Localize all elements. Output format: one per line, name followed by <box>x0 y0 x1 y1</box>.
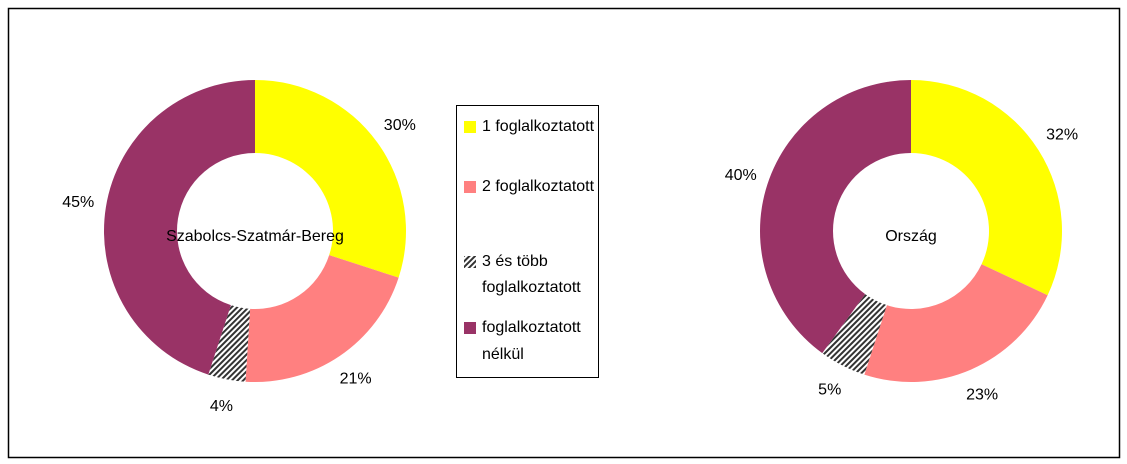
donut-slice <box>759 80 911 354</box>
legend-swatch <box>464 322 476 334</box>
donut-slice <box>208 305 251 382</box>
legend-line: foglalkoztatott <box>482 319 581 336</box>
legend-swatch <box>464 121 476 133</box>
chart-title: Szabolcs-Szatmár-Bereg <box>166 228 344 245</box>
data-label: 45% <box>62 194 94 211</box>
data-label: 23% <box>966 386 998 403</box>
legend-label: 2 foglalkoztatott <box>482 178 595 195</box>
data-label: 4% <box>210 398 233 415</box>
data-label: 30% <box>384 117 416 134</box>
legend-label: 3 és több foglalkoztatott <box>482 253 581 296</box>
donut-slice <box>822 294 887 375</box>
data-label: 21% <box>340 370 372 387</box>
legend-box <box>456 105 599 378</box>
legend-swatch <box>464 256 476 268</box>
data-label: 32% <box>1046 126 1078 143</box>
legend-swatch <box>464 181 476 193</box>
donut-slice <box>255 80 406 278</box>
legend-label: 1 foglalkoztatott <box>482 118 595 135</box>
legend-label: foglalkoztatott nélkül <box>482 319 581 363</box>
donut-slice <box>245 255 399 382</box>
data-label: 40% <box>725 167 757 184</box>
legend-line: nélkül <box>482 346 524 363</box>
donut-slice <box>104 80 255 375</box>
donut-slice <box>864 264 1048 382</box>
data-label: 5% <box>818 382 841 399</box>
legend-line: foglalkoztatott <box>482 279 581 296</box>
chart-title: Ország <box>885 228 937 245</box>
donut-slice <box>911 80 1062 296</box>
legend-line: 3 és több <box>482 253 548 270</box>
